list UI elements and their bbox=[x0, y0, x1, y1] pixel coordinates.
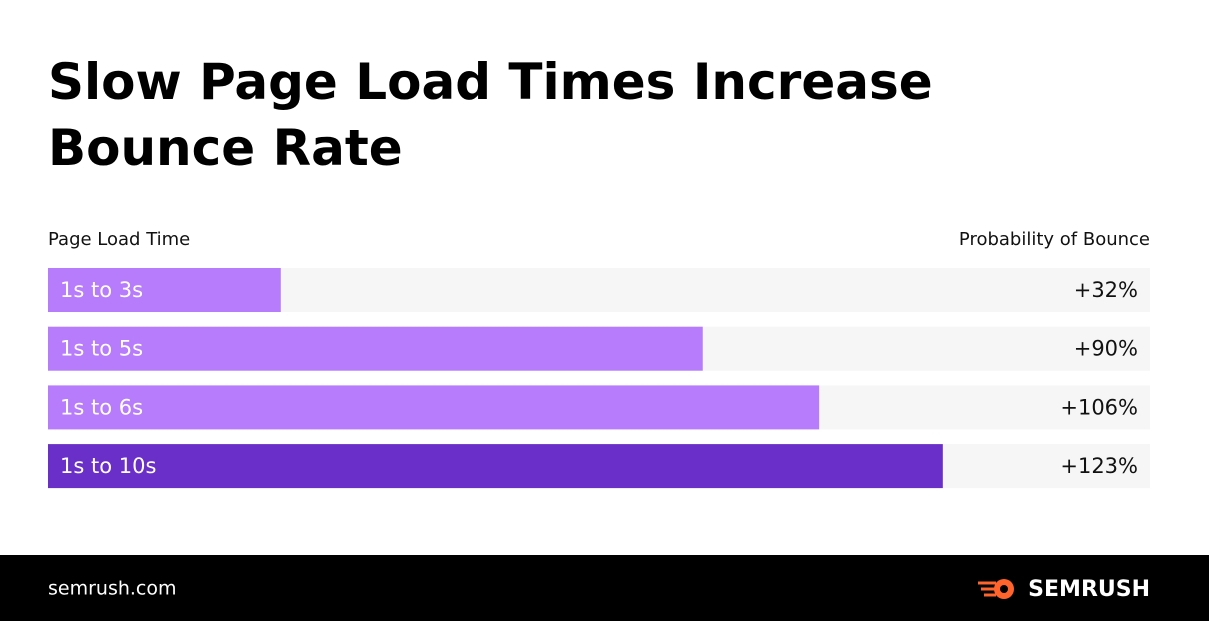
value-label: +90% bbox=[1074, 337, 1138, 361]
category-label: 1s to 10s bbox=[60, 454, 156, 478]
value-label: +123% bbox=[1060, 454, 1138, 478]
bar bbox=[48, 326, 703, 371]
bar bbox=[48, 268, 281, 312]
bar bbox=[48, 385, 820, 430]
category-label: 1s to 5s bbox=[60, 337, 143, 361]
value-header: Probability of Bounce bbox=[959, 229, 1150, 250]
bar bbox=[48, 444, 943, 489]
footer-site: semrush.com bbox=[48, 578, 177, 600]
category-label: 1s to 3s bbox=[60, 278, 143, 302]
category-label: 1s to 6s bbox=[60, 395, 143, 419]
value-label: +32% bbox=[1074, 278, 1138, 302]
value-label: +106% bbox=[1060, 395, 1138, 419]
chart-title: Slow Page Load Times Increase Bounce Rate bbox=[48, 53, 933, 177]
brand-logo bbox=[978, 579, 1014, 599]
footer-brand: SEMRUSH bbox=[1028, 577, 1150, 602]
category-header: Page Load Time bbox=[48, 229, 190, 250]
